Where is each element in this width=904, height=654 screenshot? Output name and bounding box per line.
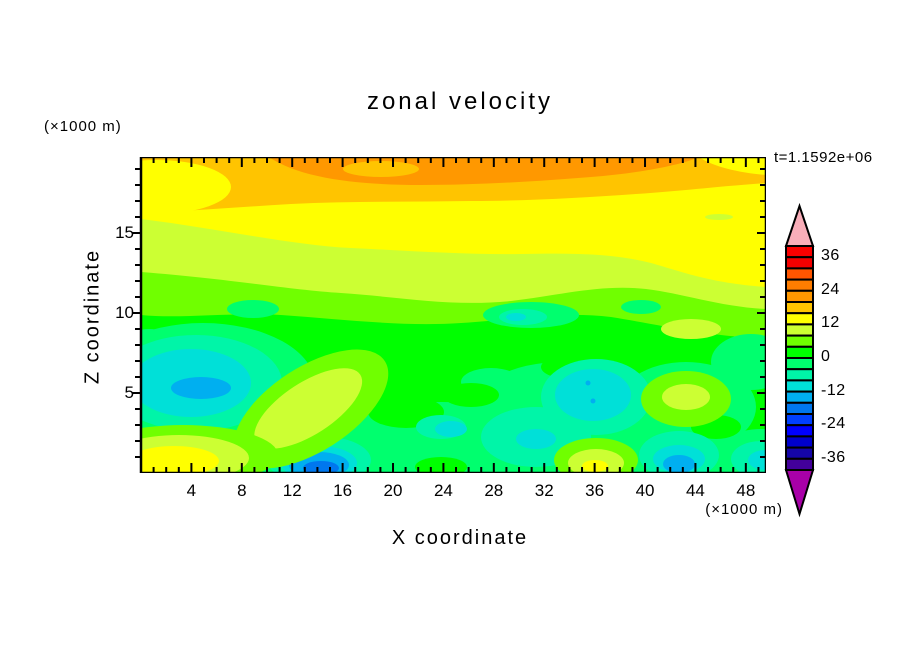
colorbar-label: 24	[821, 280, 840, 298]
colorbar-label: -36	[821, 448, 846, 466]
x-axis-title: X coordinate	[391, 527, 529, 549]
x-tick-label: 8	[237, 481, 247, 500]
contour-field	[141, 157, 766, 473]
colorbar-under-arrow	[784, 469, 815, 518]
colorbar-label: 12	[821, 314, 840, 332]
page-title: zonal velocity	[366, 88, 554, 115]
plot-border	[139, 157, 766, 473]
contour-plot-area	[132, 157, 766, 473]
colorbar-label: 0	[821, 348, 831, 365]
x-tick-label: 44	[685, 481, 705, 500]
x-axis-unit-label: (×1000 m)	[705, 501, 783, 518]
x-tick-label: 12	[282, 481, 302, 500]
x-tick-label: 16	[333, 481, 353, 500]
colorbar	[784, 202, 815, 518]
time-stamp-label: t=1.1592e+06	[774, 149, 873, 166]
y-tick-label: 10	[115, 303, 134, 322]
x-tick-label: 32	[534, 481, 554, 500]
x-tick-label: 24	[433, 481, 453, 500]
y-axis-unit-label: (×1000 m)	[44, 118, 122, 135]
x-tick-label: 36	[585, 481, 605, 500]
colorbar-over-arrow	[784, 202, 815, 247]
colorbar-boxes	[785, 245, 814, 471]
colorbar-label: 36	[821, 247, 840, 265]
x-tick-label: 48	[736, 481, 756, 500]
x-tick-label: 4	[186, 481, 197, 500]
y-tick-label: 5	[124, 383, 134, 402]
x-tick-label: 40	[635, 481, 655, 500]
colorbar-label: -12	[821, 381, 846, 399]
colorbar-label: -24	[821, 415, 846, 433]
x-tick-label: 28	[484, 481, 504, 500]
y-tick-label: 15	[115, 223, 134, 242]
x-tick-label: 20	[383, 481, 403, 500]
